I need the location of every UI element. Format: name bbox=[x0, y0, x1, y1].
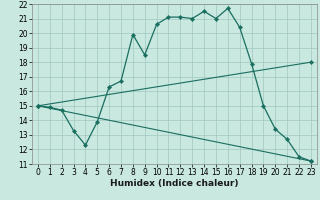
X-axis label: Humidex (Indice chaleur): Humidex (Indice chaleur) bbox=[110, 179, 239, 188]
